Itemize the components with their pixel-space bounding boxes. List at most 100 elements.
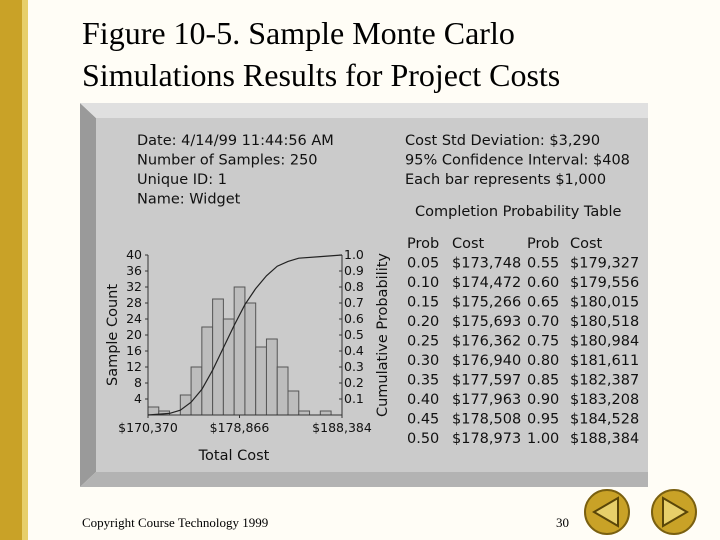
prev-button[interactable] bbox=[584, 489, 630, 535]
y2-axis-title: Cumulative Probability bbox=[375, 253, 391, 417]
table-cell: $178,973 bbox=[452, 431, 521, 447]
table-cell: $182,387 bbox=[570, 373, 639, 389]
gold-border-highlight bbox=[22, 0, 28, 540]
y2-tick-label: 0.2 bbox=[344, 375, 364, 390]
table-cell: $173,748 bbox=[452, 256, 521, 272]
bar bbox=[298, 410, 311, 416]
y-tick-label: 16 bbox=[126, 343, 142, 358]
panel-bevel bbox=[80, 472, 648, 487]
x-tick-label: $188,384 bbox=[312, 420, 372, 435]
table-cell: 0.85 bbox=[527, 373, 559, 389]
table-cell: 0.95 bbox=[527, 412, 559, 428]
x-axis-title: Total Cost bbox=[198, 448, 270, 464]
table-cell: $179,556 bbox=[570, 275, 639, 291]
panel-bevel bbox=[80, 103, 648, 118]
x-tick-label: $178,866 bbox=[210, 420, 270, 435]
table-cell: 0.25 bbox=[407, 334, 439, 350]
table-header: Prob bbox=[407, 236, 439, 252]
bar bbox=[233, 286, 246, 416]
table-cell: $180,015 bbox=[570, 295, 639, 311]
table-cell: 0.60 bbox=[527, 275, 559, 291]
bar bbox=[287, 390, 300, 416]
gold-border bbox=[0, 0, 22, 540]
table-title: Completion Probability Table bbox=[415, 204, 621, 220]
table-header: Prob bbox=[527, 236, 559, 252]
table-cell: $175,693 bbox=[452, 314, 521, 330]
page-number: 30 bbox=[556, 515, 569, 530]
bar bbox=[244, 302, 257, 416]
table-cell: 1.00 bbox=[527, 431, 559, 447]
info-line: Date: 4/14/99 11:44:56 AM bbox=[137, 133, 334, 149]
bar bbox=[222, 318, 235, 416]
table-cell: 0.50 bbox=[407, 431, 439, 447]
bar bbox=[201, 326, 214, 416]
table-cell: $188,384 bbox=[570, 431, 639, 447]
table-cell: 0.10 bbox=[407, 275, 439, 291]
table-cell: $180,518 bbox=[570, 314, 639, 330]
y2-tick-label: 0.3 bbox=[344, 359, 364, 374]
y-tick-label: 20 bbox=[126, 327, 142, 342]
table-cell: 0.15 bbox=[407, 295, 439, 311]
next-arrow[interactable] bbox=[662, 496, 689, 528]
table-cell: 0.30 bbox=[407, 353, 439, 369]
info-line: Each bar represents $1,000 bbox=[405, 172, 606, 188]
y-tick-label: 28 bbox=[126, 295, 142, 310]
bar bbox=[265, 338, 278, 416]
info-line: Name: Widget bbox=[137, 192, 241, 208]
info-line: Unique ID: 1 bbox=[137, 172, 227, 188]
table-cell: $181,611 bbox=[570, 353, 639, 369]
bar bbox=[276, 366, 289, 416]
y2-tick-label: 0.4 bbox=[344, 343, 364, 358]
table-cell: 0.40 bbox=[407, 392, 439, 408]
table-cell: $176,362 bbox=[452, 334, 521, 350]
y-tick-label: 12 bbox=[126, 359, 142, 374]
info: Date: 4/14/99 11:44:56 AM Number of Sampl… bbox=[137, 133, 639, 447]
slide-title: Simulations Results for Project Costs bbox=[82, 57, 560, 93]
bar bbox=[212, 298, 224, 416]
table-cell: $174,472 bbox=[452, 275, 521, 291]
table-cell: $183,208 bbox=[570, 392, 639, 408]
y2-tick-label: 0.7 bbox=[344, 295, 364, 310]
prev-arrow[interactable] bbox=[592, 496, 619, 528]
table-cell: 0.45 bbox=[407, 412, 439, 428]
table-cell: $177,963 bbox=[452, 392, 521, 408]
table-cell: $177,597 bbox=[452, 373, 521, 389]
next-button[interactable] bbox=[651, 489, 697, 535]
y-axis-title: Sample Count bbox=[105, 284, 121, 386]
table-cell: $176,940 bbox=[452, 353, 521, 369]
cumulative-line bbox=[147, 254, 343, 416]
y2-tick-label: 1.0 bbox=[344, 247, 364, 262]
y2-tick-label: 0.1 bbox=[344, 391, 364, 406]
table-cell: 0.90 bbox=[527, 392, 559, 408]
table-cell: 0.35 bbox=[407, 373, 439, 389]
table-cell: 0.70 bbox=[527, 314, 559, 330]
bar bbox=[179, 394, 192, 416]
table-header: Cost bbox=[570, 236, 603, 252]
bar bbox=[319, 410, 332, 416]
panel-bevel bbox=[80, 103, 96, 487]
chart: 4812162024283236400.10.20.30.40.50.60.70… bbox=[105, 247, 391, 464]
y-tick-label: 4 bbox=[134, 391, 142, 406]
bar bbox=[255, 346, 267, 416]
info-line: Cost Std Deviation: $3,290 bbox=[405, 133, 600, 149]
table-cell: 0.55 bbox=[527, 256, 559, 272]
y2-tick-label: 0.5 bbox=[344, 327, 364, 342]
table-cell: $179,327 bbox=[570, 256, 639, 272]
y-tick-label: 32 bbox=[126, 279, 142, 294]
table-cell: $175,266 bbox=[452, 295, 521, 311]
y2-tick-label: 0.8 bbox=[344, 279, 364, 294]
info-line: Number of Samples: 250 bbox=[137, 153, 318, 169]
table-cell: 0.05 bbox=[407, 256, 439, 272]
table-cell: $178,508 bbox=[452, 412, 521, 428]
y-tick-label: 40 bbox=[126, 247, 142, 262]
y-tick-label: 36 bbox=[126, 263, 142, 278]
y2-tick-label: 0.9 bbox=[344, 263, 364, 278]
y2-tick-label: 0.6 bbox=[344, 311, 364, 326]
slide-title: Figure 10-5. Sample Monte Carlo bbox=[82, 15, 515, 51]
info-line: 95% Confidence Interval: $408 bbox=[405, 153, 630, 169]
x-tick-label: $170,370 bbox=[118, 420, 178, 435]
table-cell: 0.65 bbox=[527, 295, 559, 311]
y-tick-label: 8 bbox=[134, 375, 142, 390]
table-header: Cost bbox=[452, 236, 485, 252]
